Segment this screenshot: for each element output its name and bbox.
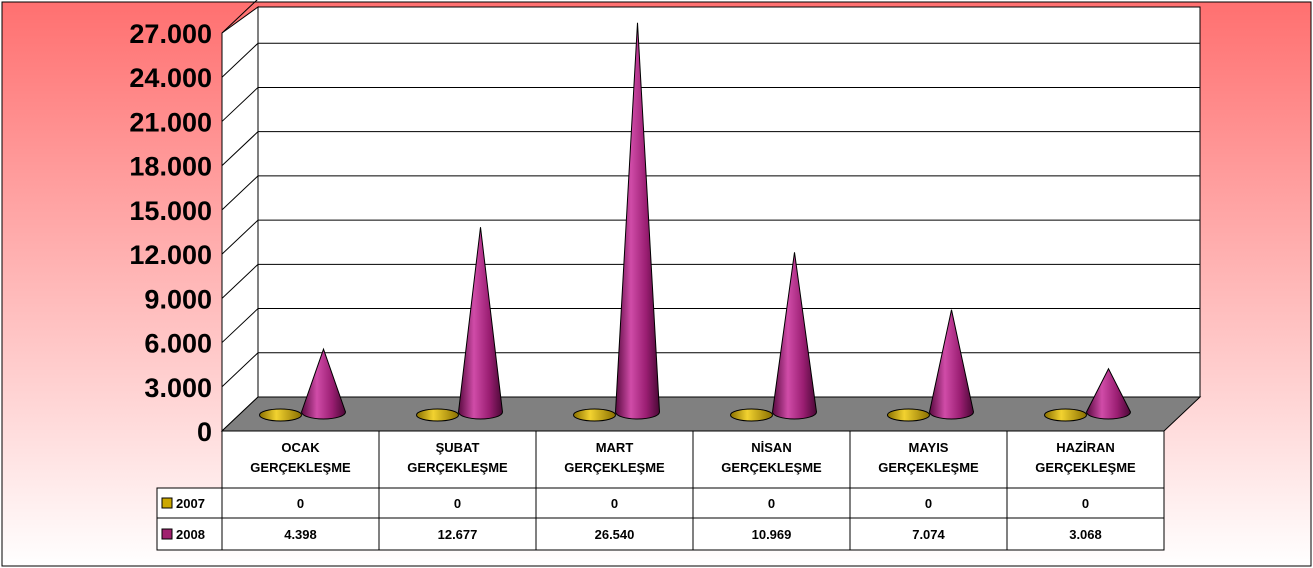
side-wall — [221, 6, 259, 433]
y-tick-label: 12.000 — [129, 240, 212, 270]
legend-swatch-2008 — [161, 528, 173, 540]
cone-2008 — [300, 347, 347, 420]
category-label: OCAK — [281, 440, 320, 455]
y-tick-label: 3.000 — [144, 373, 212, 403]
data-label: 10.969 — [752, 527, 792, 542]
legend-label: 2007 — [176, 496, 205, 511]
cone-2008 — [771, 252, 818, 420]
category-label: MAYIS — [909, 440, 949, 455]
data-label: 0 — [297, 496, 304, 511]
gridline-side — [221, 263, 259, 299]
gridline-side — [221, 0, 258, 34]
cone-2008 — [1085, 367, 1132, 420]
y-tick-label: 18.000 — [129, 152, 212, 182]
y-tick-label: 9.000 — [144, 284, 212, 314]
cone-2007 — [730, 408, 773, 422]
data-label: 0 — [768, 496, 775, 511]
data-label: 12.677 — [438, 527, 478, 542]
data-label: 0 — [1082, 496, 1089, 511]
y-tick-label: 0 — [197, 417, 212, 447]
category-label: GERÇEKLEŞME — [407, 460, 508, 475]
gridline-side — [221, 87, 259, 122]
data-label: 4.398 — [284, 527, 317, 542]
category-label: GERÇEKLEŞME — [721, 460, 822, 475]
category-label: ŞUBAT — [436, 440, 480, 455]
y-tick-label: 21.000 — [129, 107, 212, 137]
back-wall — [257, 6, 1201, 398]
gridline-side — [221, 352, 259, 388]
y-tick-label: 24.000 — [129, 63, 212, 93]
data-label: 7.074 — [912, 527, 945, 542]
category-label: GERÇEKLEŞME — [250, 460, 351, 475]
cone-2007 — [259, 408, 302, 422]
cone-2008 — [928, 309, 975, 420]
category-label: MART — [596, 440, 634, 455]
category-label: GERÇEKLEŞME — [878, 460, 979, 475]
cone-2007 — [573, 408, 616, 422]
data-label: 0 — [611, 496, 618, 511]
data-label: 3.068 — [1069, 527, 1102, 542]
gridline-side — [221, 175, 259, 211]
legend-swatch-2007 — [161, 497, 173, 509]
data-label: 0 — [925, 496, 932, 511]
cone-2008 — [614, 22, 661, 420]
category-label: NİSAN — [751, 440, 791, 455]
cone-2007 — [1044, 408, 1087, 422]
gridline-side — [221, 308, 259, 343]
gridline-side — [221, 42, 259, 78]
y-tick-label: 6.000 — [144, 329, 212, 359]
cone-2007 — [887, 408, 930, 422]
legend-label: 2008 — [176, 527, 205, 542]
cone-2007 — [416, 408, 459, 422]
data-label: 0 — [454, 496, 461, 511]
category-label: GERÇEKLEŞME — [564, 460, 665, 475]
y-tick-label: 27.000 — [129, 19, 212, 49]
cone-2008 — [457, 227, 504, 420]
category-label: GERÇEKLEŞME — [1035, 460, 1136, 475]
gridline-side — [221, 219, 259, 255]
gridline-side — [221, 131, 259, 167]
category-label: HAZİRAN — [1056, 440, 1115, 455]
data-label: 26.540 — [595, 527, 635, 542]
y-tick-label: 15.000 — [129, 196, 212, 226]
